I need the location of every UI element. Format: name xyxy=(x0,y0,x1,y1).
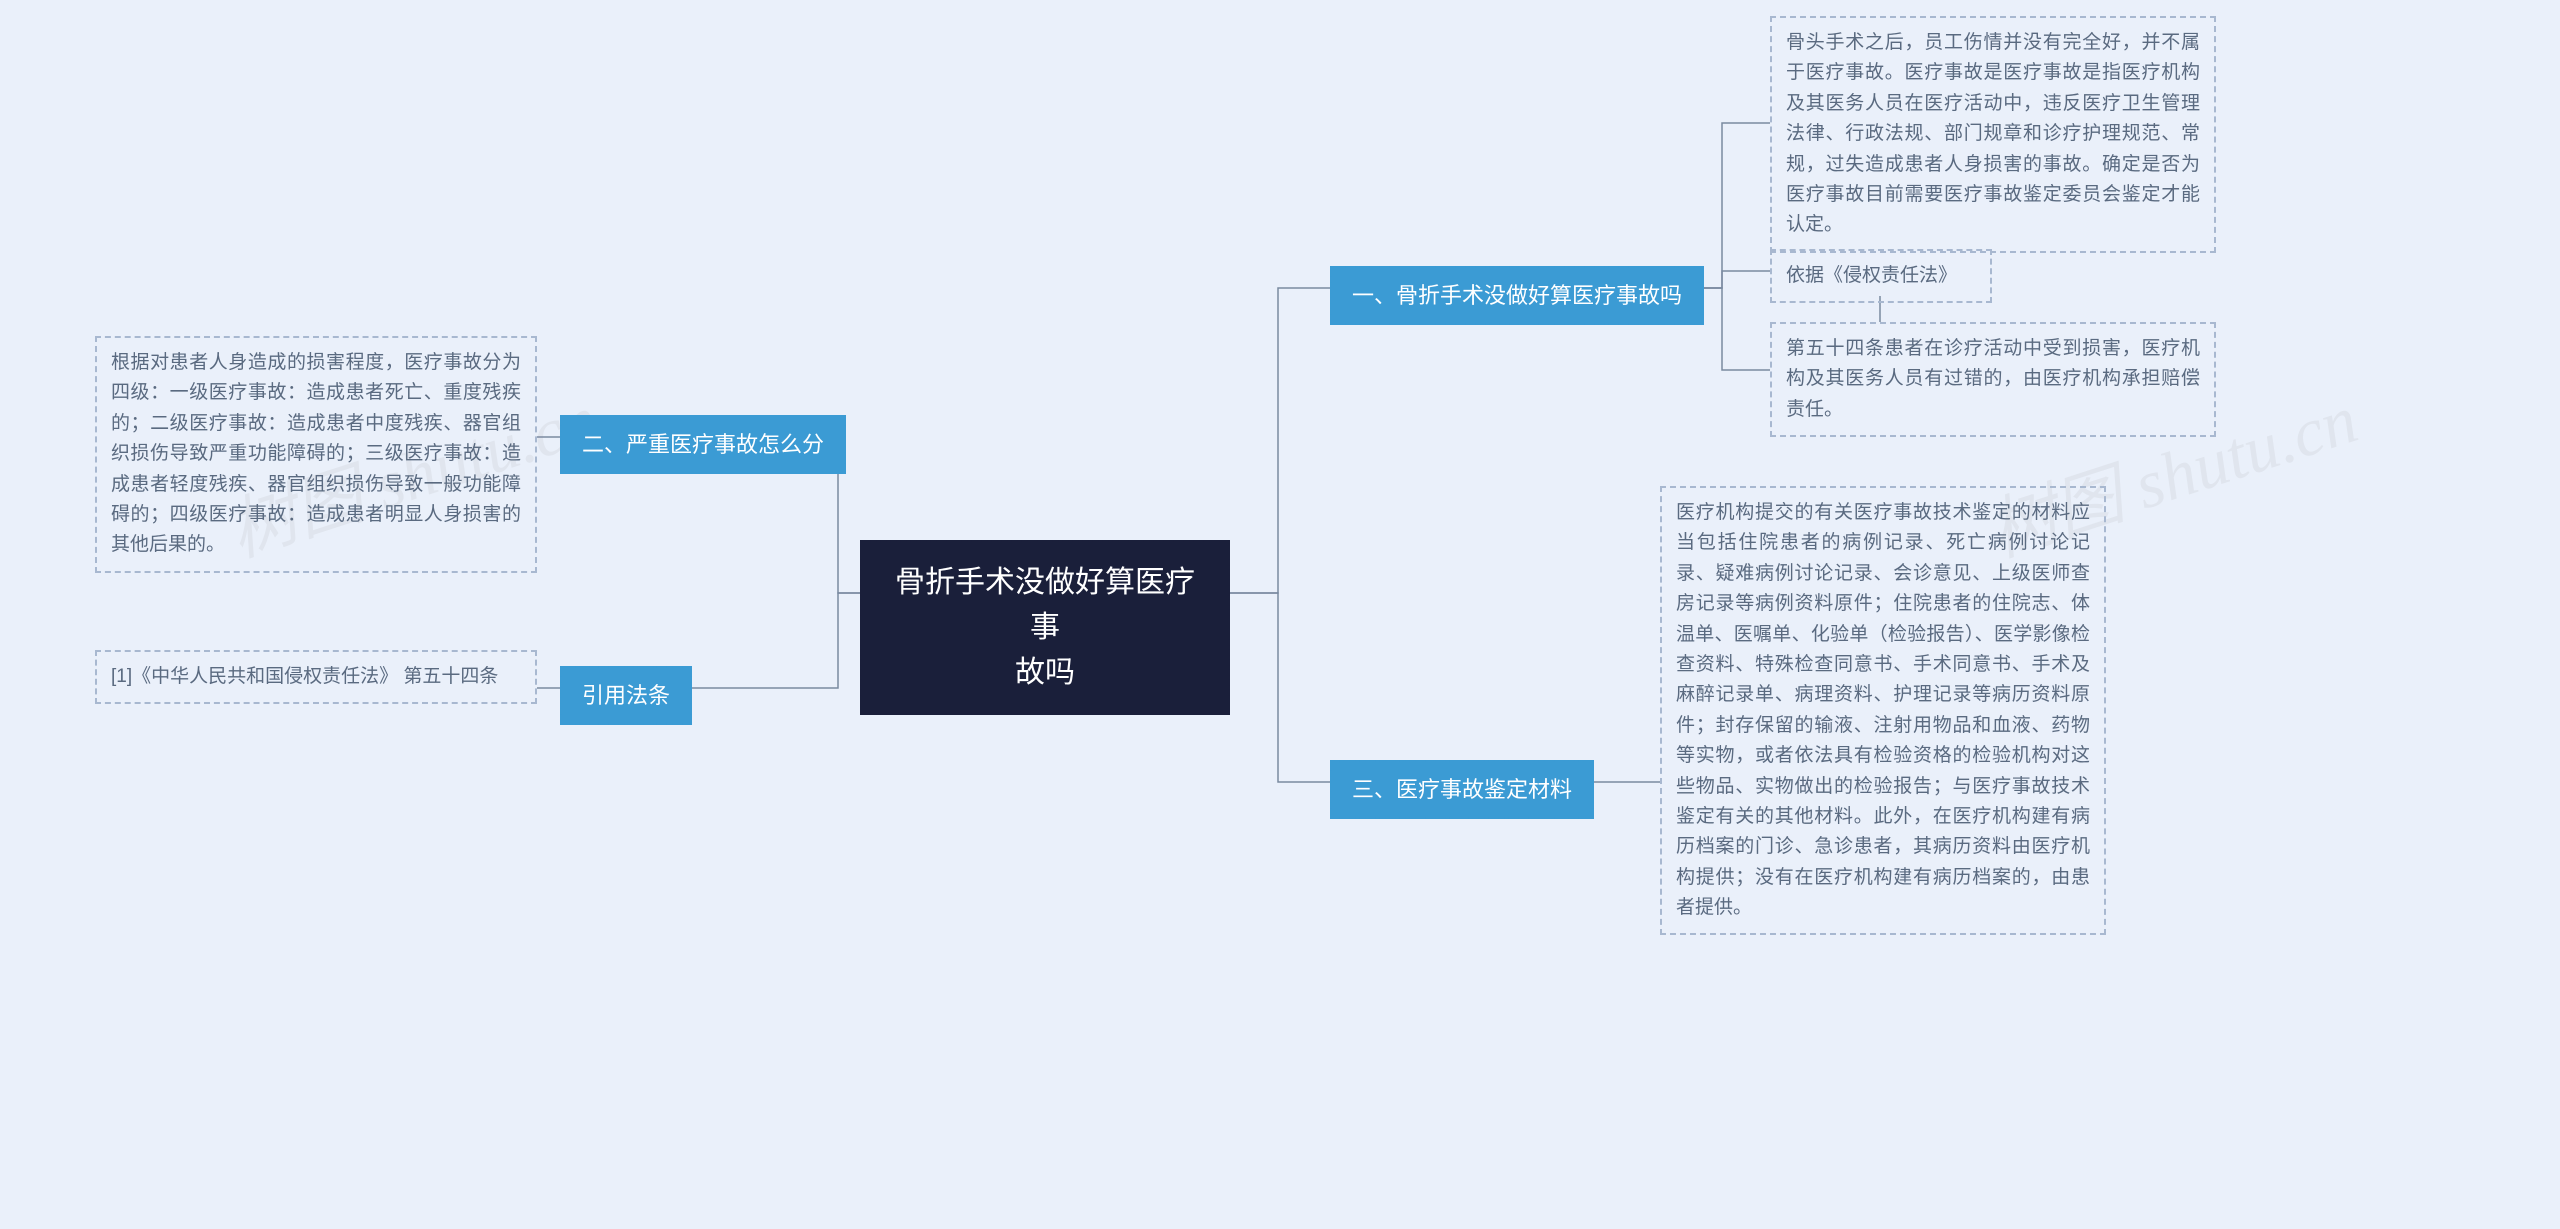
leaf-2a-text: 根据对患者人身造成的损害程度，医疗事故分为四级：一级医疗事故：造成患者死亡、重度… xyxy=(111,352,521,555)
branch-4-label-r: 引用法条 xyxy=(582,683,670,708)
leaf-4a: [1]《中华人民共和国侵权责任法》 第五十四条 xyxy=(95,650,537,704)
branch-2-real: 二、严重医疗事故怎么分 xyxy=(560,415,846,474)
leaf-1c-text: 第五十四条患者在诊疗活动中受到损害，医疗机构及其医务人员有过错的，由医疗机构承担… xyxy=(1786,338,2200,420)
leaf-4a-text: [1]《中华人民共和国侵权责任法》 第五十四条 xyxy=(111,666,498,687)
leaf-1a-text: 骨头手术之后，员工伤情并没有完全好，并不属于医疗事故。医疗事故是医疗事故是指医疗… xyxy=(1786,32,2200,235)
leaf-3a: 医疗机构提交的有关医疗事故技术鉴定的材料应当包括住院患者的病例记录、死亡病例讨论… xyxy=(1660,486,2106,935)
branch-1-label: 一、骨折手术没做好算医疗事故吗 xyxy=(1352,283,1682,308)
branch-4-real: 引用法条 xyxy=(560,666,692,725)
branch-2-label-r: 二、严重医疗事故怎么分 xyxy=(582,432,824,457)
leaf-1c: 第五十四条患者在诊疗活动中受到损害，医疗机构及其医务人员有过错的，由医疗机构承担… xyxy=(1770,322,2216,437)
root-title-line2: 故吗 xyxy=(1015,656,1075,689)
leaf-1b-text: 依据《侵权责任法》 xyxy=(1786,265,1957,286)
leaf-1a: 骨头手术之后，员工伤情并没有完全好，并不属于医疗事故。医疗事故是医疗事故是指医疗… xyxy=(1770,16,2216,253)
branch-3-label: 三、医疗事故鉴定材料 xyxy=(1352,777,1572,802)
root-title-line1: 骨折手术没做好算医疗事 xyxy=(895,566,1195,644)
root-node: 骨折手术没做好算医疗事 故吗 xyxy=(860,540,1230,715)
leaf-3a-text: 医疗机构提交的有关医疗事故技术鉴定的材料应当包括住院患者的病例记录、死亡病例讨论… xyxy=(1676,502,2090,918)
leaf-2a: 根据对患者人身造成的损害程度，医疗事故分为四级：一级医疗事故：造成患者死亡、重度… xyxy=(95,336,537,573)
branch-1: 一、骨折手术没做好算医疗事故吗 xyxy=(1330,266,1704,325)
branch-3: 三、医疗事故鉴定材料 xyxy=(1330,760,1594,819)
leaf-1b: 依据《侵权责任法》 xyxy=(1770,249,1992,303)
